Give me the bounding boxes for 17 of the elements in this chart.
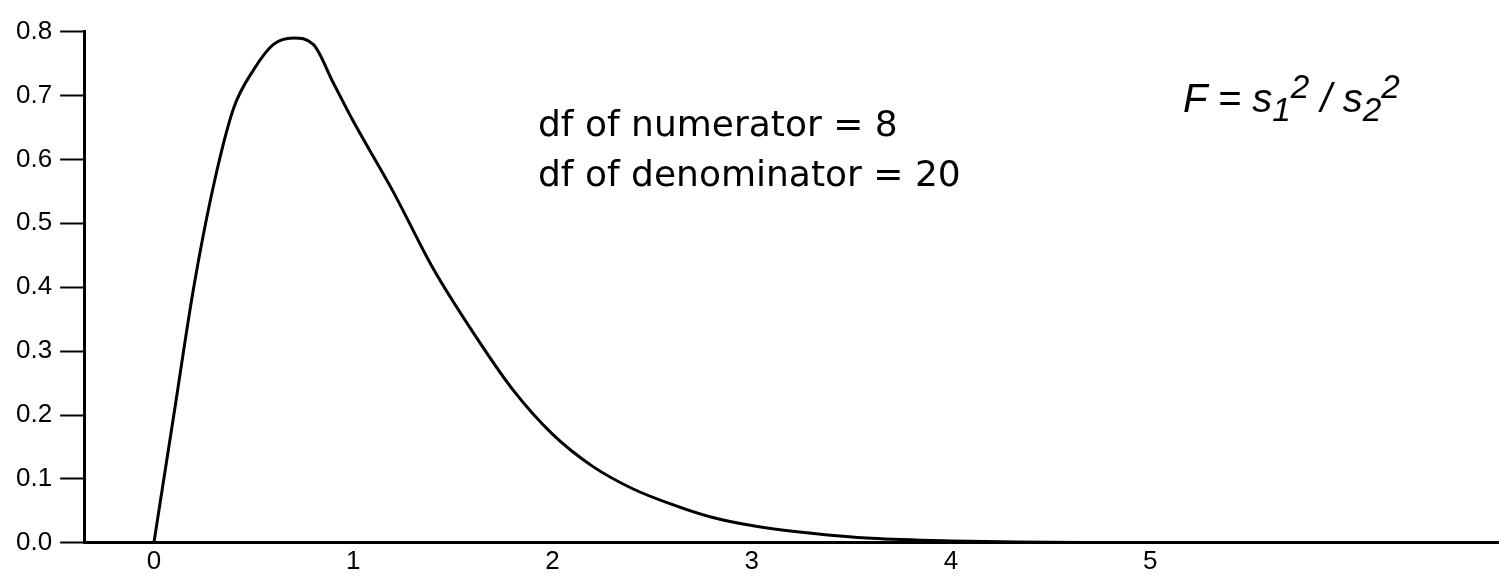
y-tick-label: 0.6: [15, 142, 53, 173]
x-tick-label: 4: [943, 544, 959, 575]
x-tick-label: 5: [1143, 544, 1158, 575]
y-tick-label: 0.2: [15, 398, 53, 429]
annotation: df of numerator = 8: [538, 103, 898, 144]
y-tick-label: 0.8: [15, 14, 53, 45]
x-tick-label: 0: [146, 544, 162, 575]
y-tick-label: 0.7: [15, 78, 53, 109]
y-tick-label: 0.4: [15, 270, 53, 301]
x-tick-label: 2: [545, 544, 560, 575]
annotation: df of denominator = 20: [538, 153, 961, 194]
y-tick-label: 0.1: [15, 462, 53, 493]
x-tick-label: 1: [345, 544, 361, 575]
x-tick-label: 3: [744, 544, 759, 575]
y-tick-label: 0.3: [15, 334, 53, 365]
y-tick-label: 0.5: [15, 206, 53, 237]
y-tick-label: 0.0: [15, 525, 53, 556]
